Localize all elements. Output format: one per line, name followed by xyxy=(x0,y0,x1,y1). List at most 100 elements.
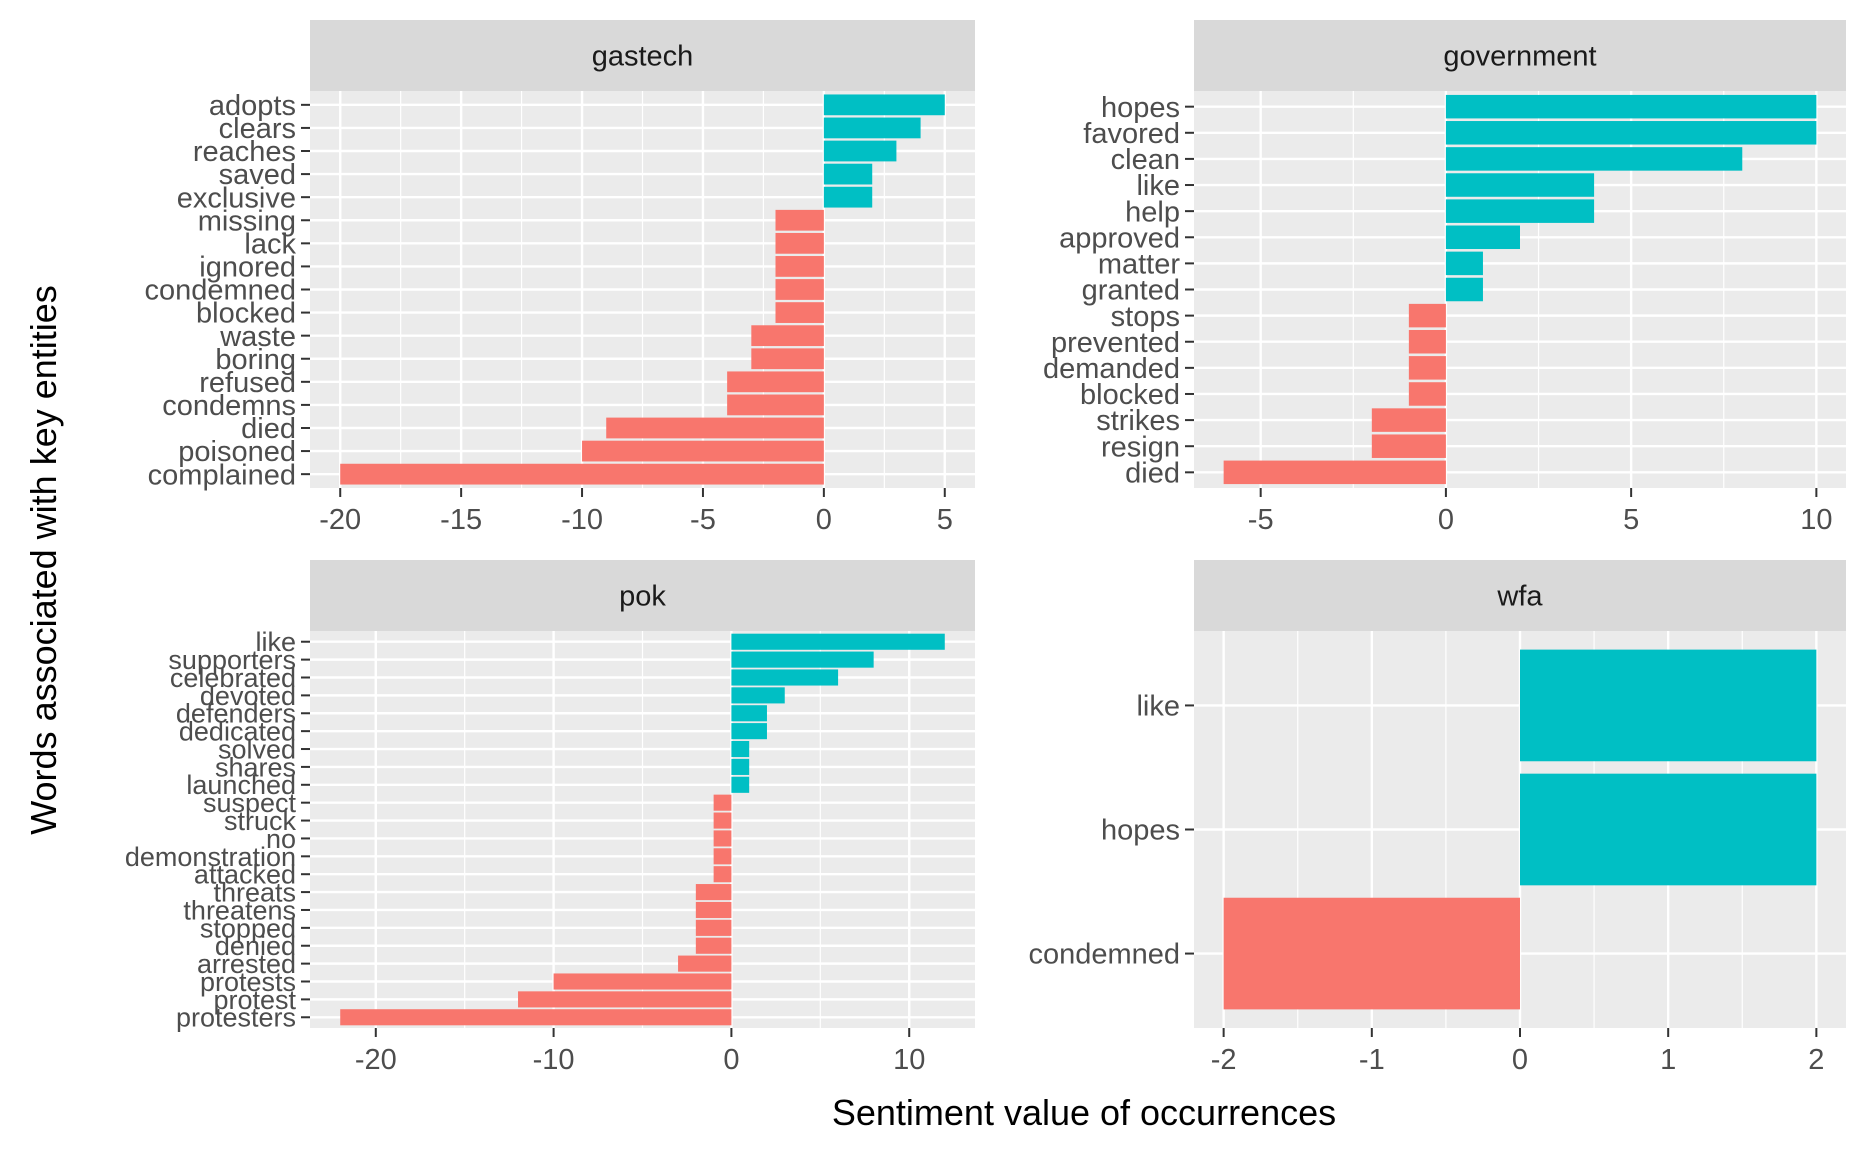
y-tick-label: denied xyxy=(215,931,296,961)
bar-gastech-boring xyxy=(751,348,824,370)
bar-wfa-condemned xyxy=(1223,897,1520,1010)
facet-strip-government xyxy=(1194,20,1846,91)
x-tick-label: -15 xyxy=(440,504,482,536)
facet-label-pok: pok xyxy=(619,581,666,613)
x-tick-label: -1 xyxy=(1359,1044,1385,1076)
bar-pok-supporters xyxy=(731,651,874,668)
x-tick-label: 2 xyxy=(1808,1044,1824,1076)
panel-gastech: gastech adoptsclearsreachessavedexclusive… xyxy=(144,20,975,536)
y-tick-label: supporters xyxy=(168,645,296,675)
bar-gastech-refused xyxy=(727,371,824,393)
bar-pok-no xyxy=(713,830,732,847)
bar-gastech-adopts xyxy=(823,94,945,116)
x-tick-label: 5 xyxy=(937,504,953,536)
bar-government-hopes xyxy=(1445,94,1817,119)
bar-government-clean xyxy=(1445,147,1743,171)
x-tick-label: -2 xyxy=(1211,1044,1237,1076)
facet-strip-wfa xyxy=(1194,560,1846,631)
y-tick-label: like xyxy=(255,627,296,657)
bar-government-help xyxy=(1445,199,1595,223)
y-tick-label: help xyxy=(1125,196,1180,228)
y-tick-label: attacked xyxy=(194,860,296,890)
bar-pok-dedicated xyxy=(731,723,767,740)
y-tick-label: demanded xyxy=(1043,353,1180,385)
y-tick-label: stops xyxy=(1111,301,1180,333)
y-tick-label: exclusive xyxy=(177,182,296,214)
bar-government-died xyxy=(1223,460,1446,485)
y-tick-label: blocked xyxy=(196,298,296,330)
facet-strip-pok xyxy=(310,560,975,631)
bar-government-demanded xyxy=(1408,356,1446,380)
x-tick-label: 10 xyxy=(1800,504,1832,536)
y-tick-label: granted xyxy=(1082,275,1180,307)
x-axis-title: Sentiment value of occurrences xyxy=(832,1092,1336,1133)
bar-gastech-condemned xyxy=(775,279,824,300)
bar-gastech-reaches xyxy=(823,140,897,162)
y-tick-label: ignored xyxy=(199,252,296,284)
bar-government-favored xyxy=(1445,121,1817,145)
y-tick-label: stopped xyxy=(200,913,296,943)
y-tick-label: protesters xyxy=(176,1003,296,1033)
bar-gastech-ignored xyxy=(775,256,824,277)
y-tick-label: arrested xyxy=(197,949,296,979)
bar-wfa-hopes xyxy=(1520,773,1817,886)
facet-label-wfa: wfa xyxy=(1496,581,1543,613)
bar-government-resign xyxy=(1371,434,1446,458)
y-tick-label: no xyxy=(266,824,296,854)
bar-pok-protests xyxy=(553,973,732,990)
bar-government-matter xyxy=(1445,251,1483,276)
y-tick-label: dedicated xyxy=(179,717,296,747)
y-tick-label: protests xyxy=(200,967,296,997)
bar-government-stops xyxy=(1408,303,1446,328)
bar-government-prevented xyxy=(1408,329,1446,354)
bar-gastech-saved xyxy=(823,163,873,185)
bar-gastech-blocked xyxy=(775,302,824,323)
facet-strip-gastech xyxy=(310,20,975,91)
bar-pok-celebrated xyxy=(731,669,839,686)
y-tick-label: hopes xyxy=(1101,815,1180,847)
y-tick-label: complained xyxy=(148,459,296,491)
bar-pok-threats xyxy=(695,884,732,901)
x-tick-label: 0 xyxy=(1438,504,1454,536)
y-tick-label: celebrated xyxy=(170,663,296,693)
x-tick-label: -20 xyxy=(355,1044,397,1076)
bar-gastech-clears xyxy=(823,117,921,139)
bar-government-approved xyxy=(1445,225,1520,250)
panel-wfa: wfa like hopes condemned -2 -1 0 1 2 xyxy=(1028,560,1846,1076)
bar-government-blocked xyxy=(1408,382,1446,406)
bar-gastech-poisoned xyxy=(582,440,824,462)
y-tick-label: approved xyxy=(1059,222,1180,254)
bar-pok-threatens xyxy=(695,901,732,919)
bar-pok-denied xyxy=(695,937,732,954)
y-tick-label: matter xyxy=(1098,249,1181,281)
y-tick-label: boring xyxy=(215,344,296,376)
bar-pok-struck xyxy=(713,812,732,829)
y-tick-label: died xyxy=(241,413,296,445)
y-tick-label: refused xyxy=(199,367,296,399)
bar-pok-stopped xyxy=(695,919,732,936)
x-tick-label: 5 xyxy=(1623,504,1639,536)
y-tick-label: condemns xyxy=(162,390,296,422)
bar-pok-solved xyxy=(731,740,750,758)
bar-pok-like xyxy=(731,633,945,650)
bar-pok-arrested xyxy=(678,955,732,972)
bar-government-like xyxy=(1445,173,1595,197)
y-tick-label: threats xyxy=(213,878,296,908)
y-tick-label: adopts xyxy=(209,90,296,122)
y-tick-label: struck xyxy=(224,806,297,836)
x-tick-label: 1 xyxy=(1660,1044,1676,1076)
bar-gastech-missing xyxy=(775,209,824,231)
panel-government: government hopesfavoredcleanlikehelpappro… xyxy=(1043,20,1846,536)
y-tick-label: lack xyxy=(244,228,296,260)
y-tick-label: died xyxy=(1125,457,1180,489)
y-tick-label: solved xyxy=(218,734,296,764)
x-tick-label: -10 xyxy=(561,504,603,536)
y-tick-label: threatens xyxy=(183,895,296,925)
y-tick-label: protest xyxy=(213,985,296,1015)
y-tick-label: like xyxy=(1136,691,1180,723)
y-tick-label: condemned xyxy=(144,275,296,307)
bar-pok-shares xyxy=(731,758,750,775)
bar-wfa-like xyxy=(1520,649,1817,762)
